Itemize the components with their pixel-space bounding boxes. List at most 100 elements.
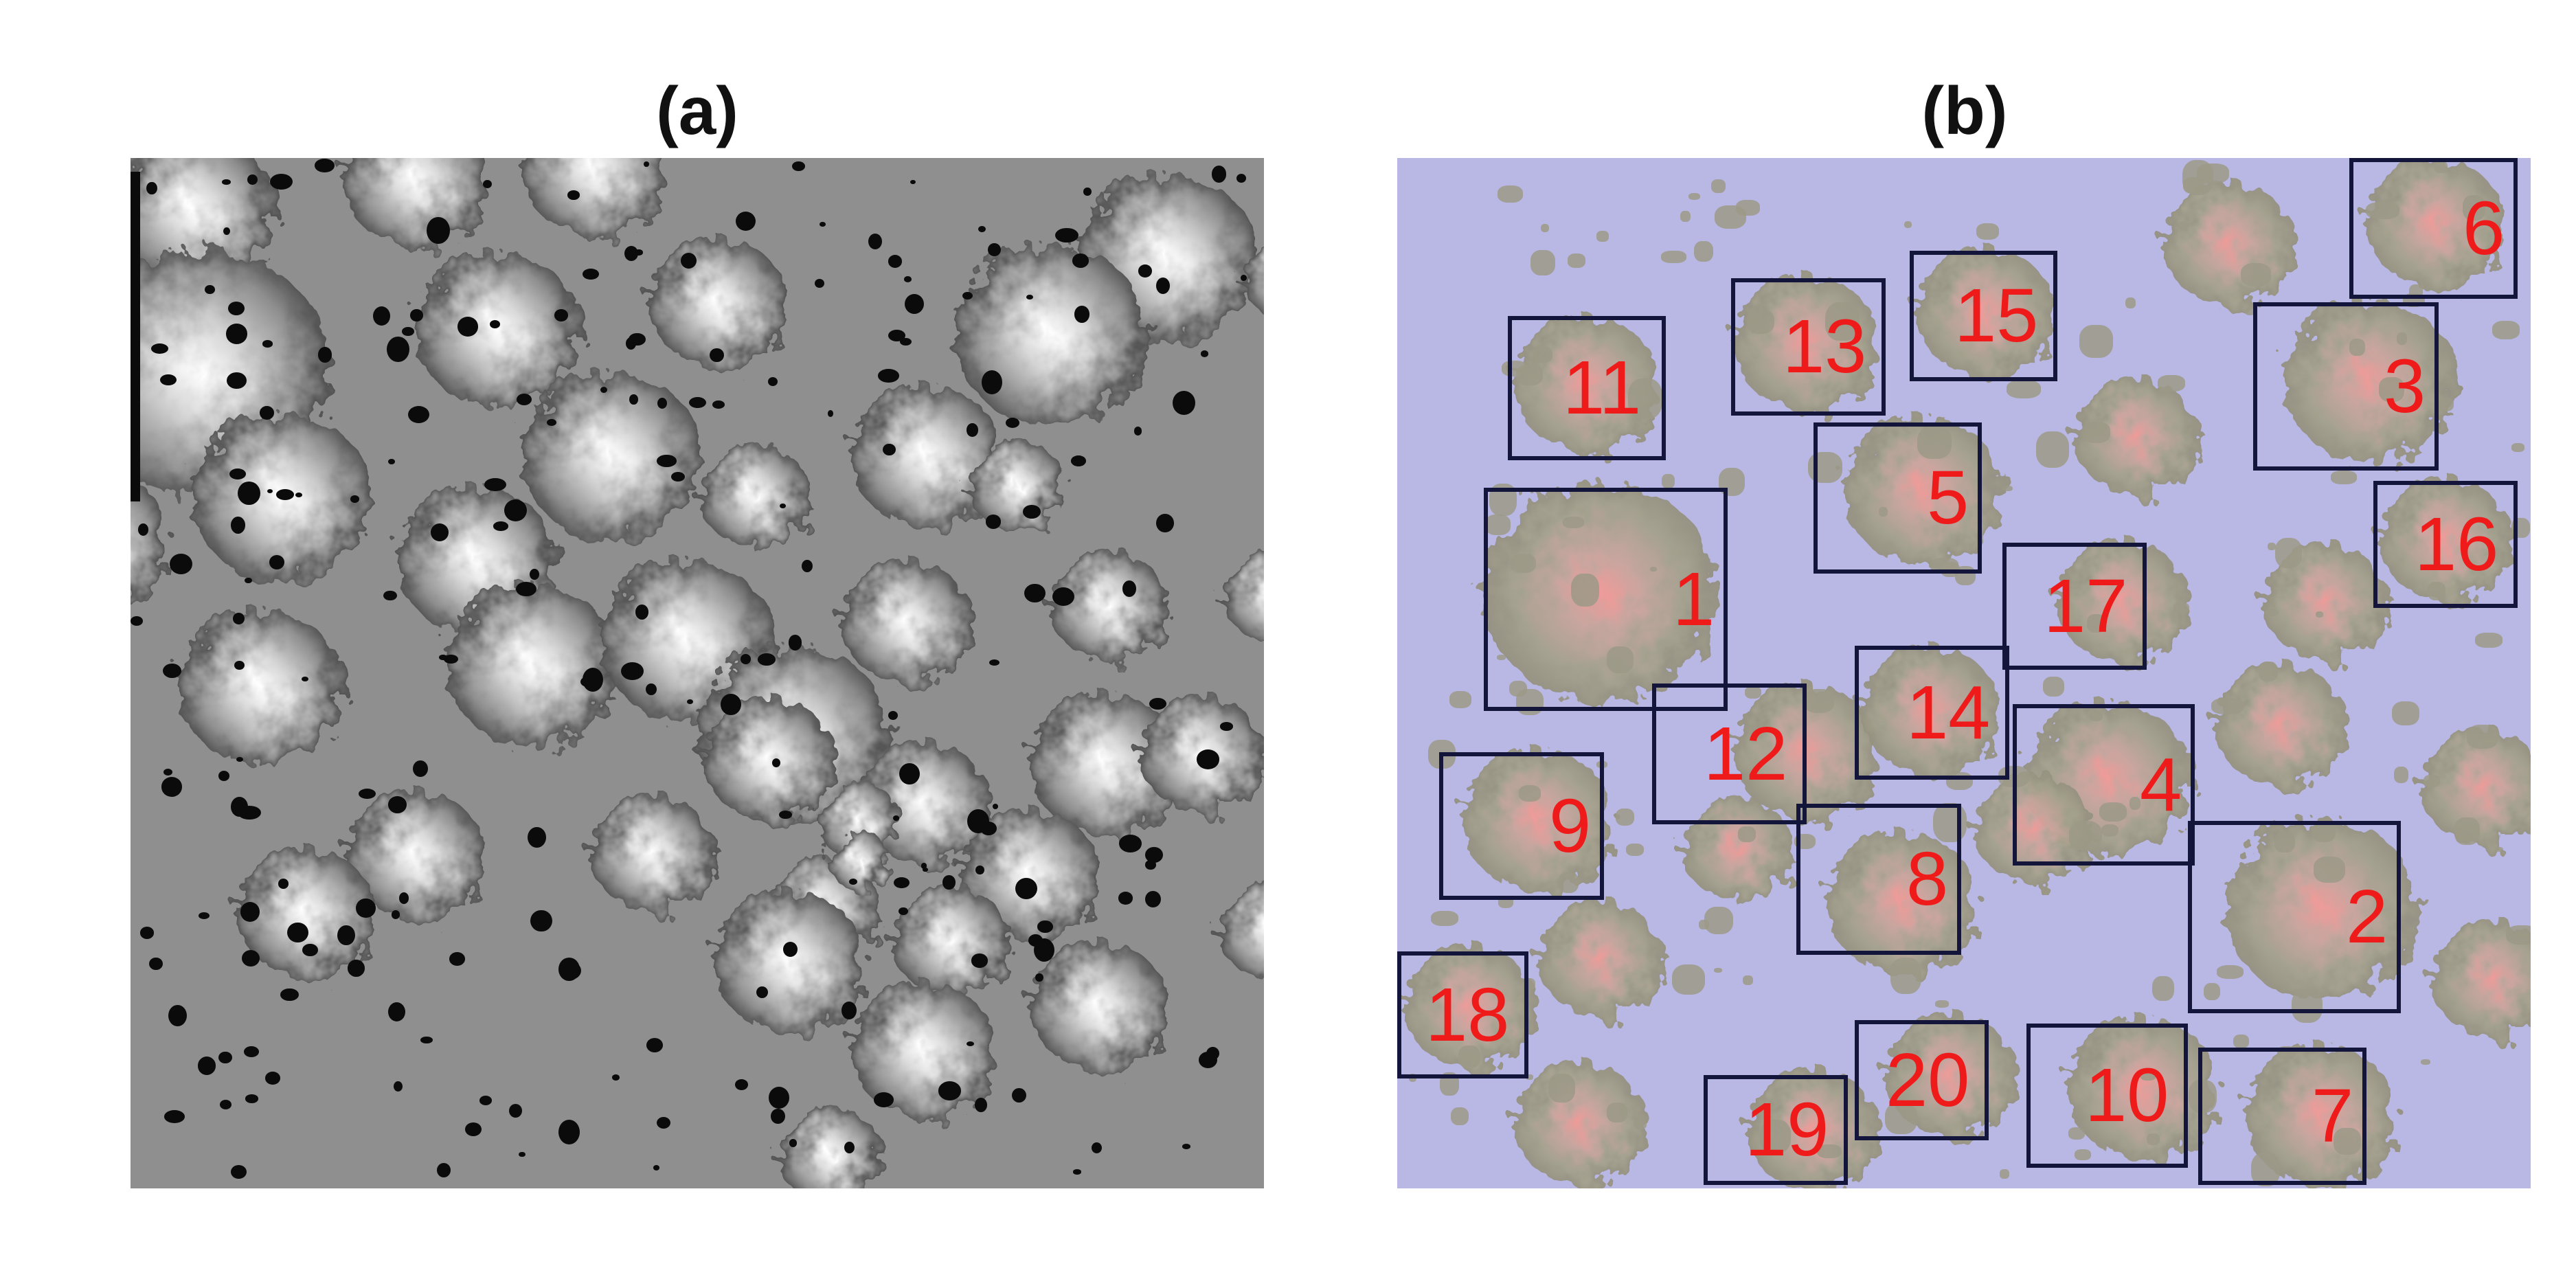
debris-speck (1738, 826, 1756, 842)
dark-speck (245, 1094, 258, 1103)
region-number-label: 9 (1549, 783, 1592, 868)
debris-speck (2267, 543, 2276, 551)
dark-speck (1024, 583, 1046, 602)
dark-speck (721, 694, 741, 716)
cell-blob (828, 831, 890, 890)
dark-speck (430, 523, 449, 542)
dark-speck (801, 560, 813, 573)
region-number-label: 7 (2312, 1074, 2354, 1158)
dark-speck (629, 394, 638, 405)
dark-speck (504, 499, 527, 521)
dark-speck (139, 927, 155, 939)
dark-speck (508, 1103, 523, 1118)
dark-speck (892, 815, 900, 822)
debris-speck (2434, 160, 2448, 174)
dark-speck (849, 878, 857, 885)
debris-speck (2312, 822, 2336, 843)
dark-speck (612, 1074, 620, 1081)
debris-speck (1903, 221, 1912, 229)
debris-speck (2454, 817, 2481, 845)
region-number-label: 4 (2140, 742, 2182, 827)
dark-speck (645, 683, 657, 696)
debris-speck (2101, 824, 2119, 837)
debris-speck (1626, 843, 1645, 856)
dark-speck (240, 901, 260, 922)
dark-speck (680, 252, 697, 269)
dark-speck (756, 986, 768, 999)
dark-speck (160, 374, 177, 386)
dark-speck (582, 667, 603, 692)
debris-speck (1562, 517, 1585, 529)
dark-speck (286, 922, 308, 943)
dark-speck (387, 796, 407, 813)
cell-colony (2057, 539, 2188, 664)
region-box (1731, 278, 1886, 416)
debris-speck (2467, 725, 2498, 749)
dark-speck (519, 1151, 526, 1157)
debris-speck (2251, 1152, 2281, 1187)
debris-speck (2495, 846, 2504, 852)
dark-speck (318, 347, 332, 363)
debris-speck (1885, 1102, 1917, 1135)
dark-speck (966, 1041, 975, 1046)
dark-speck (1015, 877, 1037, 899)
debris-speck (2068, 820, 2103, 851)
debris-speck (1431, 910, 1458, 927)
dark-speck (229, 468, 246, 479)
cell-colony (1862, 646, 1999, 776)
debris-speck (1917, 427, 1952, 459)
debris-speck (1934, 1000, 1949, 1008)
dark-speck (205, 284, 215, 294)
dark-speck (769, 1087, 790, 1109)
debris-speck (1497, 185, 1524, 203)
cell-colony (1484, 481, 1717, 703)
dark-speck (163, 663, 182, 678)
dark-speck (528, 827, 546, 848)
region-box (1652, 683, 1807, 824)
debris-speck (2089, 710, 2103, 721)
dark-speck (164, 1110, 185, 1123)
dark-speck (483, 179, 493, 189)
dark-speck (841, 1001, 857, 1020)
debris-speck (2035, 431, 2070, 468)
debris-speck (2173, 602, 2190, 614)
debris-speck (2182, 159, 2214, 196)
cell-blob (969, 440, 1065, 531)
dark-speck (688, 396, 706, 409)
dark-speck (245, 577, 253, 584)
region-box (1796, 804, 1961, 955)
dark-speck (771, 1108, 785, 1125)
debris-speck (2434, 397, 2454, 412)
debris-speck (2099, 802, 2127, 822)
dark-speck (1219, 722, 1233, 731)
cell-colony (2366, 158, 2504, 289)
dark-speck (161, 777, 183, 797)
cell-colony (1735, 275, 1879, 412)
dark-speck (131, 615, 144, 626)
cell-colony (1683, 797, 1793, 901)
debris-speck (1606, 646, 1634, 673)
dark-speck (1172, 390, 1195, 416)
debris-speck (2428, 581, 2445, 600)
dark-speck (1072, 1169, 1082, 1175)
cell-colony (1463, 749, 1614, 892)
dark-speck (600, 386, 608, 394)
debris-speck (2043, 677, 2064, 697)
dark-speck (993, 804, 999, 809)
dark-speck (962, 292, 973, 300)
region-box (2026, 1024, 2188, 1168)
dark-speck (735, 211, 756, 231)
debris-speck (2233, 1035, 2249, 1049)
cell-blob (780, 1107, 883, 1188)
dark-speck (1133, 427, 1142, 436)
region-number-label: 15 (1954, 273, 2039, 358)
dark-speck (656, 1116, 671, 1129)
debris-speck (1715, 205, 1746, 229)
region-number-label: 20 (1886, 1037, 1970, 1122)
debris-speck (1496, 654, 1506, 661)
region-box (1855, 646, 2009, 780)
dark-speck (982, 370, 1002, 395)
dark-speck (974, 1098, 987, 1112)
debris-speck (2291, 988, 2323, 1023)
debris-speck (2462, 194, 2486, 221)
